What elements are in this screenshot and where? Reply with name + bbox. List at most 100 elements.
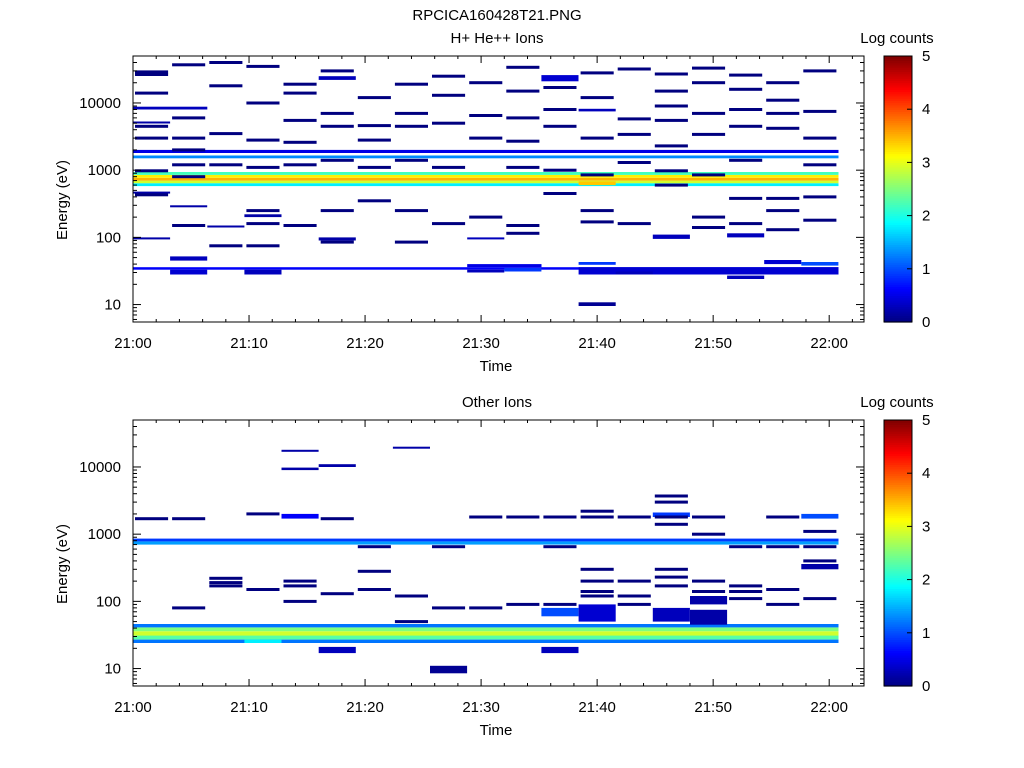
heatmap-cell: [318, 464, 356, 467]
colorbar-segment: [884, 175, 912, 179]
colorbar-segment: [884, 104, 912, 108]
heatmap-cell: [652, 234, 690, 239]
colorbar-segment: [884, 606, 912, 610]
colorbar-segment: [884, 615, 912, 618]
colorbar-segment: [884, 64, 912, 68]
heatmap-cell: [692, 111, 726, 115]
colorbar-segment: [884, 151, 912, 155]
colorbar: 0 1 2 3 4 5: [883, 412, 930, 695]
colorbar-segment: [884, 681, 912, 685]
heatmap-cell: [654, 500, 688, 504]
colorbar-segment: [884, 82, 912, 86]
heatmap-cell: [133, 155, 839, 159]
colorbar-segment: [884, 490, 912, 494]
heatmap-cell: [392, 446, 430, 449]
plot-frame: [132, 55, 865, 323]
colorbar-segment: [884, 233, 912, 237]
heatmap-cell: [766, 209, 800, 213]
heatmap-cell: [172, 517, 206, 521]
x-tick-label: 21:40: [578, 699, 616, 716]
colorbar-segment: [884, 184, 912, 188]
colorbar-segment: [884, 437, 912, 441]
heatmap-cell: [320, 69, 354, 73]
y-tick-label: 10: [104, 297, 121, 314]
colorbar-segment: [884, 71, 912, 75]
heatmap-cell: [617, 515, 651, 519]
heatmap-cell: [209, 163, 243, 167]
colorbar-segment: [884, 228, 912, 232]
heatmap-cell: [654, 567, 688, 571]
colorbar-segment: [884, 246, 912, 250]
heatmap-cell: [320, 111, 354, 115]
colorbar-segment: [884, 506, 912, 510]
colorbar-segment: [884, 189, 912, 192]
colorbar-segment: [884, 182, 912, 186]
colorbar-segment: [884, 639, 912, 643]
heatmap-cell: [617, 132, 651, 136]
heatmap-cell: [766, 588, 800, 591]
heatmap-cell: [246, 244, 280, 248]
colorbar-segment: [884, 102, 912, 106]
colorbar-segment: [884, 67, 912, 70]
colorbar-segment: [884, 251, 912, 254]
panel-other-ions: Other Ions 21:00 21:10 21:20 21:30 21:40 21:5…: [54, 394, 934, 739]
heatmap-cell: [727, 233, 765, 238]
colorbar-segment: [884, 479, 912, 483]
heatmap-cell: [803, 163, 837, 167]
heatmap-cell: [133, 183, 839, 187]
heatmap-cell: [654, 118, 688, 122]
heatmap-cell: [469, 81, 503, 85]
colorbar-segment: [884, 581, 912, 585]
heatmap-cell: [135, 70, 169, 74]
colorbar-segment: [884, 513, 912, 516]
colorbar-segment: [884, 628, 912, 632]
colorbar-segment: [884, 650, 912, 654]
colorbar-segment: [884, 564, 912, 567]
heatmap-cell: [209, 84, 243, 88]
x-tick-label: 21:20: [346, 335, 384, 352]
heatmap-cell: [432, 222, 466, 226]
heatmap-cell: [543, 168, 577, 172]
heatmap-cell: [320, 517, 354, 521]
colorbar-segment: [884, 259, 912, 263]
colorbar-segment: [884, 193, 912, 197]
heatmap-cell: [432, 93, 466, 97]
colorbar-segment: [884, 442, 912, 445]
y-tick-label: 1000: [88, 526, 121, 543]
colorbar-segment: [884, 488, 912, 492]
colorbar-segment: [884, 290, 912, 294]
heatmap-cell: [803, 136, 837, 140]
heatmap-cell: [246, 101, 280, 105]
x-tick-label: 22:00: [810, 335, 848, 352]
colorbar-segment: [884, 157, 912, 161]
heatmap-cell: [432, 165, 466, 169]
x-tick-label: 22:00: [810, 699, 848, 716]
heatmap-cell: [541, 646, 579, 654]
heatmap-cell: [506, 65, 540, 69]
colorbar-segment: [884, 142, 912, 146]
colorbar-segment: [884, 559, 912, 563]
heatmap-cell: [617, 161, 651, 164]
colorbar-segment: [884, 255, 912, 259]
colorbar-segment: [884, 517, 912, 521]
heatmap-cell: [133, 627, 839, 632]
colorbar-segment: [884, 284, 912, 288]
heatmap-cell: [654, 515, 688, 519]
heatmap-cell: [246, 512, 280, 516]
colorbar-segment: [884, 220, 912, 223]
colorbar-segment: [884, 213, 912, 217]
colorbar-segment: [884, 275, 912, 279]
colorbar-tick-label: 5: [922, 412, 930, 429]
colorbar-segment: [884, 635, 912, 638]
colorbar-segment: [884, 73, 912, 77]
heatmap-cell: [469, 215, 503, 219]
heatmap-cell: [357, 124, 391, 128]
x-tick-label: 21:00: [114, 335, 152, 352]
colorbar-segment: [884, 299, 912, 303]
colorbar-segment: [884, 304, 912, 308]
heatmap-cell: [394, 111, 428, 115]
heatmap-cell: [506, 602, 540, 606]
y-tick-label: 100: [96, 229, 121, 246]
panel-h-he-ions: H+ He++ Ions 21:00 21:10 21:20 21:30 21:40 21…: [54, 30, 934, 375]
colorbar-tick-label: 1: [922, 625, 930, 642]
